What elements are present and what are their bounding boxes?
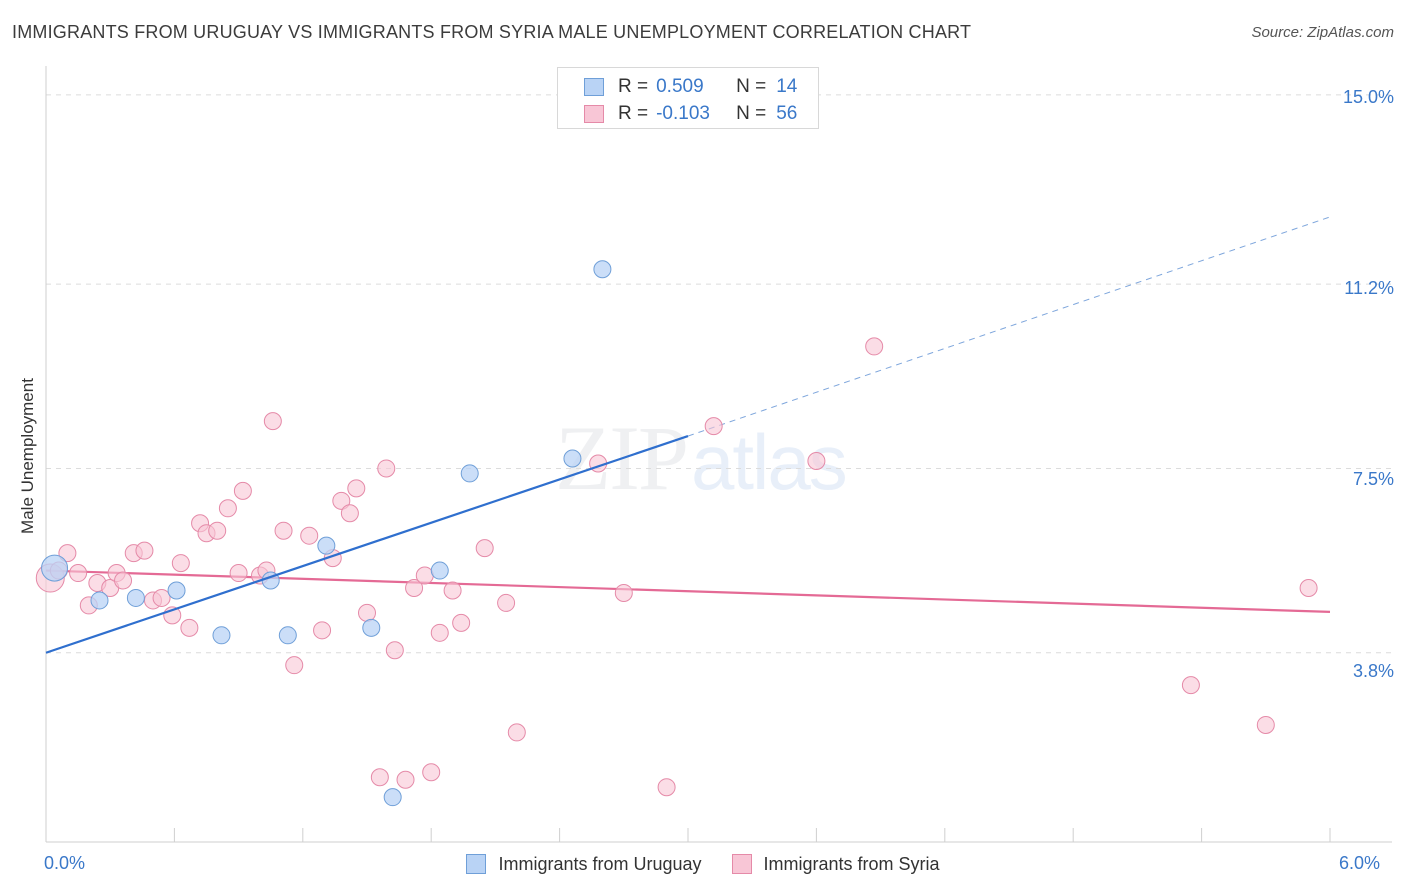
syria-point — [358, 603, 376, 622]
syria-point — [180, 618, 199, 637]
uruguay-point — [383, 788, 402, 807]
syria-point — [274, 521, 293, 540]
n-label: N = — [736, 103, 767, 124]
syria-point — [347, 479, 366, 498]
axes — [45, 66, 1392, 843]
n-label: N = — [736, 76, 767, 97]
uruguay-point — [430, 561, 449, 580]
uruguay-legend-swatch — [466, 854, 487, 874]
syria-point — [313, 621, 332, 640]
syria-point — [233, 481, 252, 500]
syria-point — [208, 521, 227, 540]
legend-item-uruguay[interactable]: Immigrants from Uruguay — [466, 853, 702, 875]
uruguay-trend-line — [45, 435, 689, 654]
uruguay-swatch — [584, 78, 604, 96]
syria-point — [285, 656, 304, 675]
legend-label-uruguay: Immigrants from Uruguay — [498, 853, 702, 874]
syria-point — [332, 491, 351, 510]
uruguay-point — [212, 626, 231, 645]
syria-point — [497, 593, 516, 612]
syria-point — [58, 544, 77, 563]
syria-point — [229, 564, 248, 583]
data-points — [35, 260, 1318, 807]
syria-point — [657, 778, 676, 797]
uruguay-point — [90, 591, 109, 610]
x-tick-label-max: 6.0% — [1339, 853, 1381, 873]
syria-swatch — [584, 105, 604, 123]
syria-point — [1181, 676, 1200, 695]
uruguay-point — [563, 449, 582, 468]
syria-point — [405, 578, 424, 597]
syria-point — [218, 499, 237, 518]
y-tick-label: 15.0% — [1342, 87, 1394, 107]
syria-point — [704, 417, 723, 436]
stats-row-syria: R = -0.103 N = 56 — [584, 102, 797, 126]
syria-point — [263, 412, 282, 431]
syria-point — [377, 459, 396, 478]
syria-point — [452, 613, 471, 632]
syria-point — [1256, 715, 1275, 734]
n-value: 14 — [776, 76, 798, 97]
syria-point — [807, 451, 826, 470]
stats-legend: R = 0.509 N = 14 R = -0.103 N = 56 — [557, 67, 819, 129]
r-label: R = — [618, 103, 649, 124]
y-axis-label: Male Unemployment — [18, 378, 37, 534]
syria-point — [152, 588, 171, 607]
uruguay-point — [460, 464, 479, 483]
stats-row-uruguay: R = 0.509 N = 14 — [584, 75, 797, 99]
source-label: Source: ZipAtlas.com — [1251, 24, 1394, 41]
uruguay-point — [167, 581, 186, 600]
syria-point — [614, 583, 633, 602]
syria-point — [443, 581, 462, 600]
syria-point — [430, 623, 449, 642]
syria-legend-swatch — [731, 854, 752, 874]
chart-title: IMMIGRANTS FROM URUGUAY VS IMMIGRANTS FR… — [12, 22, 972, 42]
r-value: -0.103 — [656, 103, 710, 124]
syria-point — [507, 723, 526, 742]
r-value: 0.509 — [656, 76, 704, 97]
syria-point — [385, 641, 404, 660]
uruguay-point — [278, 626, 297, 645]
uruguay-point — [41, 554, 69, 582]
syria-point — [1299, 578, 1318, 597]
grid-lines — [46, 94, 1392, 654]
syria-point — [300, 526, 319, 545]
series-legend: Immigrants from Uruguay Immigrants from … — [0, 851, 1406, 877]
syria-point — [415, 566, 434, 585]
syria-point — [422, 763, 441, 782]
y-tick-label: 11.2% — [1344, 278, 1394, 298]
trend-lines — [45, 216, 1331, 613]
syria-point — [135, 541, 154, 560]
syria-point — [114, 571, 133, 590]
x-tick-label-min: 0.0% — [44, 853, 86, 873]
syria-point — [475, 539, 494, 558]
uruguay-trend-extension — [687, 216, 1331, 437]
syria-point — [69, 564, 88, 583]
uruguay-point — [317, 536, 336, 555]
syria-point — [370, 768, 389, 787]
syria-point — [865, 337, 884, 356]
uruguay-point — [593, 260, 612, 279]
syria-point — [396, 770, 415, 789]
y-tick-label: 3.8% — [1352, 661, 1394, 681]
legend-label-syria: Immigrants from Syria — [763, 853, 940, 874]
r-label: R = — [618, 76, 649, 97]
legend-item-syria[interactable]: Immigrants from Syria — [731, 853, 940, 875]
uruguay-point — [362, 618, 381, 637]
syria-point — [340, 504, 359, 523]
y-tick-label: 7.5% — [1352, 469, 1394, 489]
syria-point — [171, 554, 190, 573]
n-value: 56 — [776, 103, 798, 124]
uruguay-point — [126, 588, 145, 607]
